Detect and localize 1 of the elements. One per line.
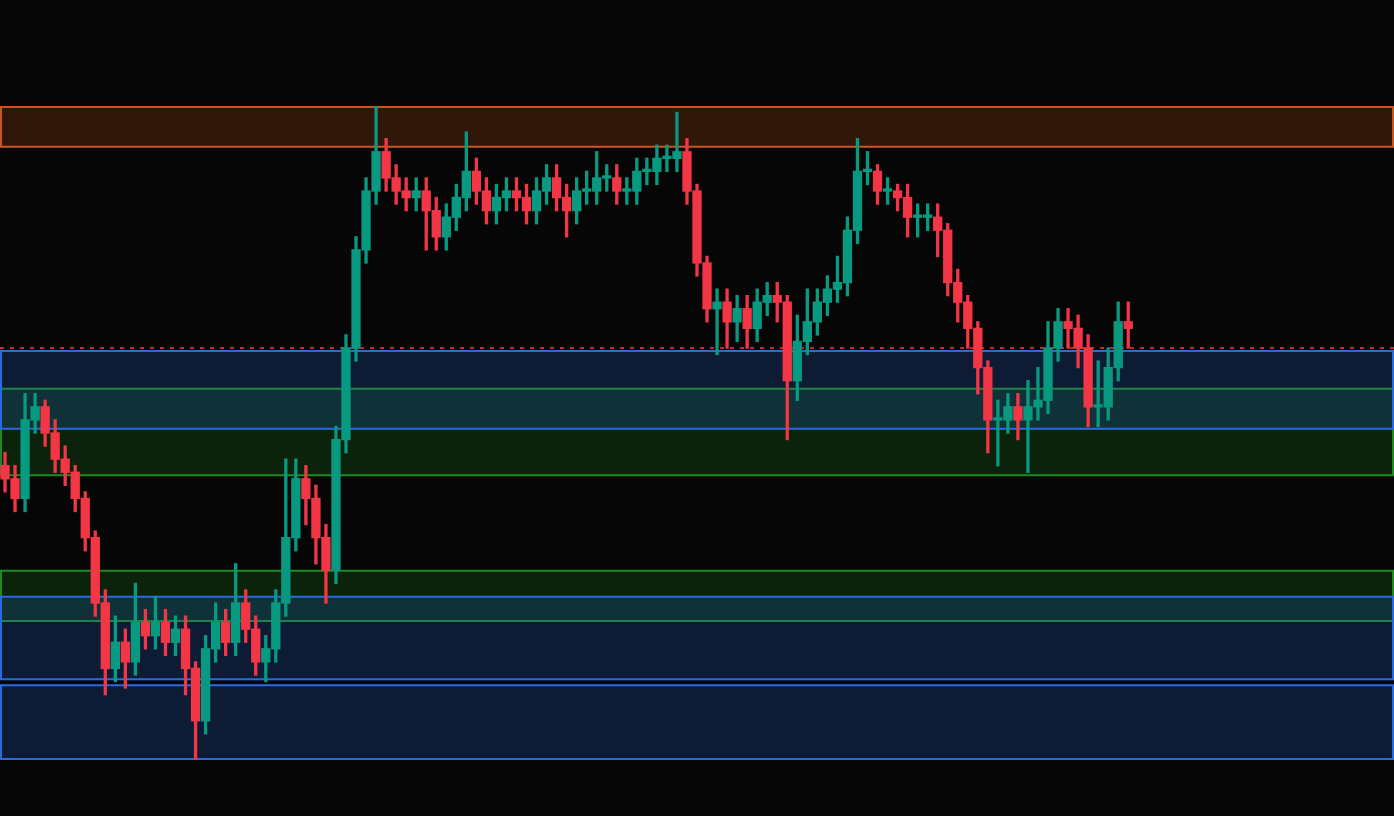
- candlestick: [712, 288, 722, 356]
